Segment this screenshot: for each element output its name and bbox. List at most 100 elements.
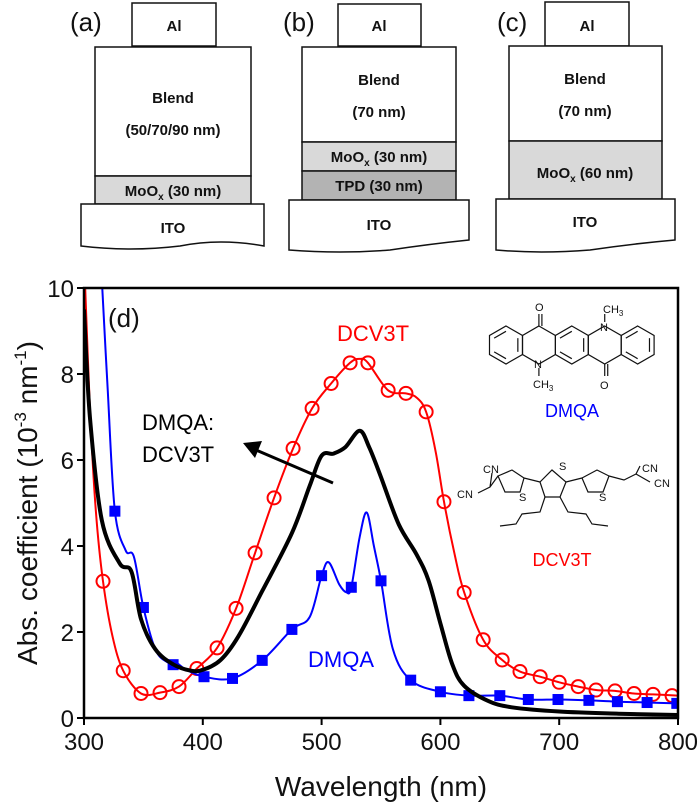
blend-thickness: (50/70/90 nm): [125, 122, 220, 139]
data-point: [626, 685, 642, 701]
device-c: (c) Al Blend (70 nm) MoOx (60 nm) ITO: [495, 1, 676, 253]
blend-thickness: (70 nm): [352, 104, 405, 121]
y-tick-label: 2: [61, 620, 74, 647]
dcv3t-structure: [477, 465, 651, 527]
series-dmqa-dcv3t: [84, 309, 678, 717]
moox-layer: [508, 140, 663, 200]
data-point: [316, 570, 328, 582]
panel-label-b: (b): [283, 7, 315, 37]
ito-label: ITO: [573, 214, 598, 231]
device-a: (a) Al Blend (50/70/90 nm) MoOx (30 nm) …: [70, 2, 265, 250]
data-point: [380, 382, 396, 398]
data-point: [611, 696, 623, 708]
data-point: [522, 694, 534, 706]
data-point: [456, 584, 472, 600]
dmqa-structure-label: DMQA: [545, 401, 599, 421]
x-tick-label: 400: [183, 729, 223, 756]
al-electrode: [544, 1, 630, 47]
x-tick-label: 500: [302, 729, 342, 756]
moox-layer: [94, 175, 252, 205]
dmqa-atom-labels: O N CH3 N CH3 O: [533, 302, 624, 393]
plot-area: [84, 288, 678, 717]
atom-cn-top-right: CN: [642, 463, 658, 475]
atom-n-bottom: N: [534, 359, 542, 371]
series-dmqa: [101, 288, 678, 709]
series-dcv3t: [84, 288, 678, 704]
y-tick-label: 8: [61, 362, 74, 389]
data-point: [285, 440, 301, 456]
data-point: [583, 694, 595, 706]
atom-cn-right: CN: [654, 478, 670, 490]
data-point: [588, 682, 604, 698]
atom-ch3-top: CH3: [603, 304, 624, 318]
data-point: [227, 672, 238, 684]
y-axis-title: Abs. coefficient (10-3 nm-1): [11, 341, 43, 665]
data-point: [436, 494, 452, 510]
x-tick-label: 700: [539, 729, 579, 756]
data-point: [405, 674, 417, 686]
device-b: (b) Al Blend (70 nm) MoOx (30 nm) TPD (3…: [283, 3, 470, 253]
x-tick-label: 300: [64, 729, 104, 756]
x-tick-label: 800: [658, 729, 698, 756]
tpd-layer: [301, 170, 457, 201]
data-point: [398, 385, 414, 401]
data-point: [209, 640, 225, 656]
data-point: [228, 600, 244, 616]
atom-ch3-bottom: CH3: [533, 379, 554, 393]
dcv3t-structure-label: DCV3T: [532, 550, 591, 570]
data-point: [152, 685, 168, 701]
ito-label: ITO: [161, 220, 186, 237]
blend-label: Blend: [152, 90, 194, 107]
ito-label: ITO: [367, 217, 392, 234]
al-label: Al: [372, 18, 387, 35]
data-point: [551, 674, 567, 690]
data-point: [342, 355, 358, 371]
atom-n-top: N: [600, 322, 608, 334]
data-point: [375, 575, 387, 587]
y-tick-label: 6: [61, 448, 74, 475]
series-line: [84, 309, 678, 717]
data-point: [109, 505, 121, 517]
data-point: [286, 623, 298, 635]
blend-label: Blend: [358, 72, 400, 89]
data-point: [345, 581, 357, 593]
data-point: [171, 679, 187, 695]
data-point: [137, 601, 149, 613]
data-point: [570, 679, 586, 695]
blend-layer: [508, 45, 663, 142]
y-tick-label: 10: [47, 276, 74, 303]
atom-s-2: S: [559, 461, 566, 473]
moox-label: MoOx (30 nm): [125, 183, 221, 203]
data-point: [671, 697, 678, 709]
blend-layer: [94, 46, 252, 177]
atom-o-bottom: O: [600, 380, 609, 392]
panel-label-a: (a): [70, 7, 102, 37]
atom-s-3: S: [599, 492, 606, 504]
data-point: [434, 686, 446, 698]
dcv3t-curve-label: DCV3T: [337, 321, 409, 346]
dmqa-structure: [488, 314, 655, 376]
tpd-label: TPD (30 nm): [335, 178, 423, 195]
atom-cn-left: CN: [457, 489, 473, 501]
al-label: Al: [580, 18, 595, 35]
axis-ticks: 300 400 500 600 700 800 0 2 4 6 8 10: [47, 276, 698, 756]
ito-substrate: [288, 199, 470, 253]
al-label: Al: [167, 18, 182, 35]
ito-substrate: [495, 198, 676, 253]
blend-curve-label-line1: DMQA:: [142, 410, 214, 435]
blend-layer: [301, 46, 457, 143]
data-point: [418, 404, 434, 420]
panel-label-c: (c): [497, 7, 527, 37]
blend-label: Blend: [564, 71, 606, 88]
data-point: [463, 690, 475, 702]
blend-thickness: (70 nm): [558, 103, 611, 120]
x-tick-label: 600: [420, 729, 460, 756]
atom-cn-top-left: CN: [483, 464, 499, 476]
panel-label-d: (d): [108, 303, 140, 333]
data-point: [247, 545, 263, 561]
data-point: [494, 690, 506, 702]
atom-s-1: S: [519, 492, 526, 504]
atom-o-top: O: [535, 302, 544, 314]
data-point: [133, 685, 149, 701]
